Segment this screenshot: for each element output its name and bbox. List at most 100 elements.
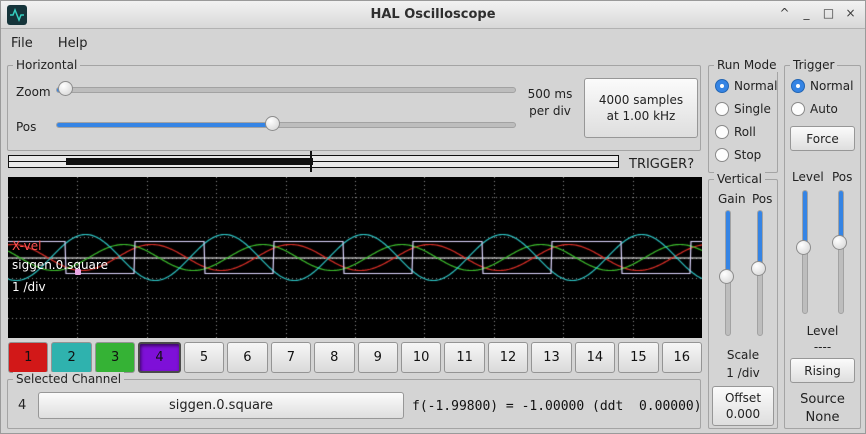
selected-channel-group-label: Selected Channel [13,372,125,386]
trigger-level-value: ---- [813,340,832,354]
channel-button-11[interactable]: 11 [444,342,485,373]
force-button[interactable]: Force [790,126,855,151]
trigger-level-slider[interactable] [796,190,812,314]
scope-label: 1 /div [12,280,46,294]
vertical-pos-column-label: Pos [752,192,773,206]
radio-dot-icon [791,101,805,116]
zoom-slider-trough [56,87,516,93]
trigger-level-thumb[interactable] [796,240,811,256]
zoom-label: Zoom [16,85,51,99]
radio-label: Stop [734,147,762,162]
channel-button-4[interactable]: 4 [138,342,181,373]
trigger-pos-column-label: Pos [832,170,853,184]
radio-label: Single [734,101,771,116]
radio-roll[interactable]: Roll [709,120,777,143]
horizontal-pos-label: Pos [16,120,37,134]
window-controls: ^ _ □ × [775,1,860,28]
zoom-slider-thumb[interactable] [58,81,74,96]
scope-display[interactable]: X-vel siggen.0.square 1 /div [8,177,702,338]
channel-button-6[interactable]: 6 [227,342,268,373]
horizontal-pos-slider-thumb[interactable] [265,116,281,131]
radio-label: Roll [734,124,756,139]
radio-dot-icon [791,78,805,93]
radio-normal[interactable]: Normal [785,74,860,97]
vertical-gain-slider[interactable] [719,210,735,336]
record-position-bar[interactable] [8,155,619,168]
vertical-group-label: Vertical [714,172,765,186]
offset-button[interactable]: Offset 0.000 [712,386,774,426]
channel-button-1[interactable]: 1 [8,342,49,373]
run-mode-group-label: Run Mode [714,58,780,72]
record-trigger-marker [310,151,312,172]
trigger-source-value: None [805,410,840,425]
channel-name-label: siggen.0.square [169,398,273,413]
channel-button-15[interactable]: 15 [618,342,659,373]
time-per-div: 500 ms per div [527,87,573,118]
radio-auto[interactable]: Auto [785,97,860,120]
rising-button[interactable]: Rising [790,358,855,383]
channel-button-12[interactable]: 12 [487,342,529,373]
trigger-pos-thumb[interactable] [832,235,847,251]
horizontal-group: Horizontal Zoom Pos 500 ms per div 4000 … [7,58,701,151]
radio-label: Auto [810,101,838,116]
trigger-pos-trough [838,190,844,314]
trigger-level-column-label: Level [792,170,824,184]
samples-line2: at 1.00 kHz [606,109,676,123]
radio-dot-icon [715,124,729,139]
horizontal-pos-slider[interactable] [56,116,516,132]
shade-button[interactable]: ^ [779,6,790,20]
maximize-button[interactable]: □ [822,6,835,20]
vertical-gain-thumb[interactable] [719,268,734,284]
channel-button-8[interactable]: 8 [314,342,355,373]
horizontal-pos-slider-trough [56,122,516,128]
minimize-button[interactable]: _ [803,6,810,20]
selected-channel-group: Selected Channel 4 siggen.0.square f(-1.… [7,372,702,429]
scale-value: 1 /div [726,366,760,380]
trigger-marker-dot [75,269,81,275]
menu-help[interactable]: Help [57,36,88,51]
force-button-label: Force [806,131,839,146]
app-icon [7,5,27,25]
channel-name-button[interactable]: siggen.0.square [38,392,404,419]
menu-file[interactable]: File [11,36,33,51]
close-button[interactable]: × [845,6,856,20]
samples-line1: 4000 samples [598,93,684,107]
radio-normal[interactable]: Normal [709,74,777,97]
channel-button-2[interactable]: 2 [51,342,92,373]
trigger-status-label: TRIGGER? [629,157,695,172]
offset-caption: Offset [724,391,762,405]
channel-button-7[interactable]: 7 [270,342,312,373]
rising-button-label: Rising [804,363,841,378]
menubar: File Help [1,29,865,58]
channel-button-10[interactable]: 10 [400,342,442,373]
channel-button-14[interactable]: 14 [574,342,616,373]
channel-button-9[interactable]: 9 [357,342,398,373]
samples-button[interactable]: 4000 samples at 1.00 kHz [584,78,698,138]
titlebar[interactable]: HAL Oscilloscope ^ _ □ × [1,1,865,29]
radio-label: Normal [810,78,854,93]
offset-value: 0.000 [725,407,761,421]
vertical-pos-slider[interactable] [751,210,767,336]
run-mode-radios: Normal Single Roll Stop [709,74,777,166]
record-window-segment [66,158,313,165]
radio-dot-icon [715,101,729,116]
radio-label: Normal [734,78,778,93]
gain-column-label: Gain [718,192,746,206]
channel-button-5[interactable]: 5 [183,342,225,373]
scope-canvas [8,177,702,338]
selected-channel-number: 4 [18,398,27,413]
record-baseline [9,161,618,162]
trigger-level-caption: Level [806,324,839,338]
trigger-pos-slider[interactable] [832,190,848,314]
radio-dot-icon [715,78,729,93]
channel-button-3[interactable]: 3 [94,342,136,373]
channel-buttons: 1 2 3 4 5 6 7 8 9 10 11 12 13 14 15 16 [8,342,702,373]
vertical-pos-thumb[interactable] [751,260,766,276]
radio-stop[interactable]: Stop [709,143,777,166]
zoom-slider[interactable] [56,81,516,97]
trigger-group-label: Trigger [790,58,838,72]
channel-button-16[interactable]: 16 [661,342,702,373]
radio-single[interactable]: Single [709,97,777,120]
channel-button-13[interactable]: 13 [531,342,572,373]
